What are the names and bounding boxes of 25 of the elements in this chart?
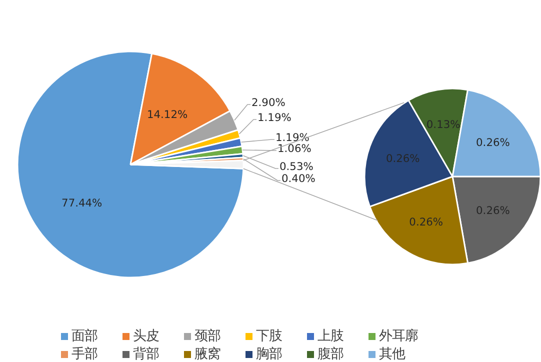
data-label: 77.44% [62,196,102,210]
data-label: 0.26% [386,152,420,165]
legend-label: 腋窝 [194,346,220,362]
legend-label: 面部 [72,329,98,344]
data-label: 1.19% [276,131,310,144]
data-label: 2.90% [252,96,286,109]
legend-label: 上肢 [318,329,344,344]
data-label: 14.12% [146,108,188,121]
data-label: 0.53% [280,160,314,173]
data-label: 1.19% [258,111,292,124]
legend-label: 颈部 [194,329,220,344]
legend-label: 手部 [72,347,98,362]
data-label: 0.40% [282,172,316,185]
data-label: 0.13% [426,118,460,131]
data-label: 1.06% [278,142,312,155]
data-label: 0.26% [409,216,444,229]
legend-label: 胸部 [256,347,282,362]
data-label: 0.26% [476,136,510,150]
legend-label: 腹部 [318,347,344,362]
legend-label: 下肢 [256,329,282,344]
data-label: 0.26% [476,204,510,217]
legend-label: 头皮 [133,329,159,344]
legend-label: 其他 [379,347,405,362]
legend-label: 背部 [133,347,159,362]
legend-label: 外耳廓 [379,329,418,344]
